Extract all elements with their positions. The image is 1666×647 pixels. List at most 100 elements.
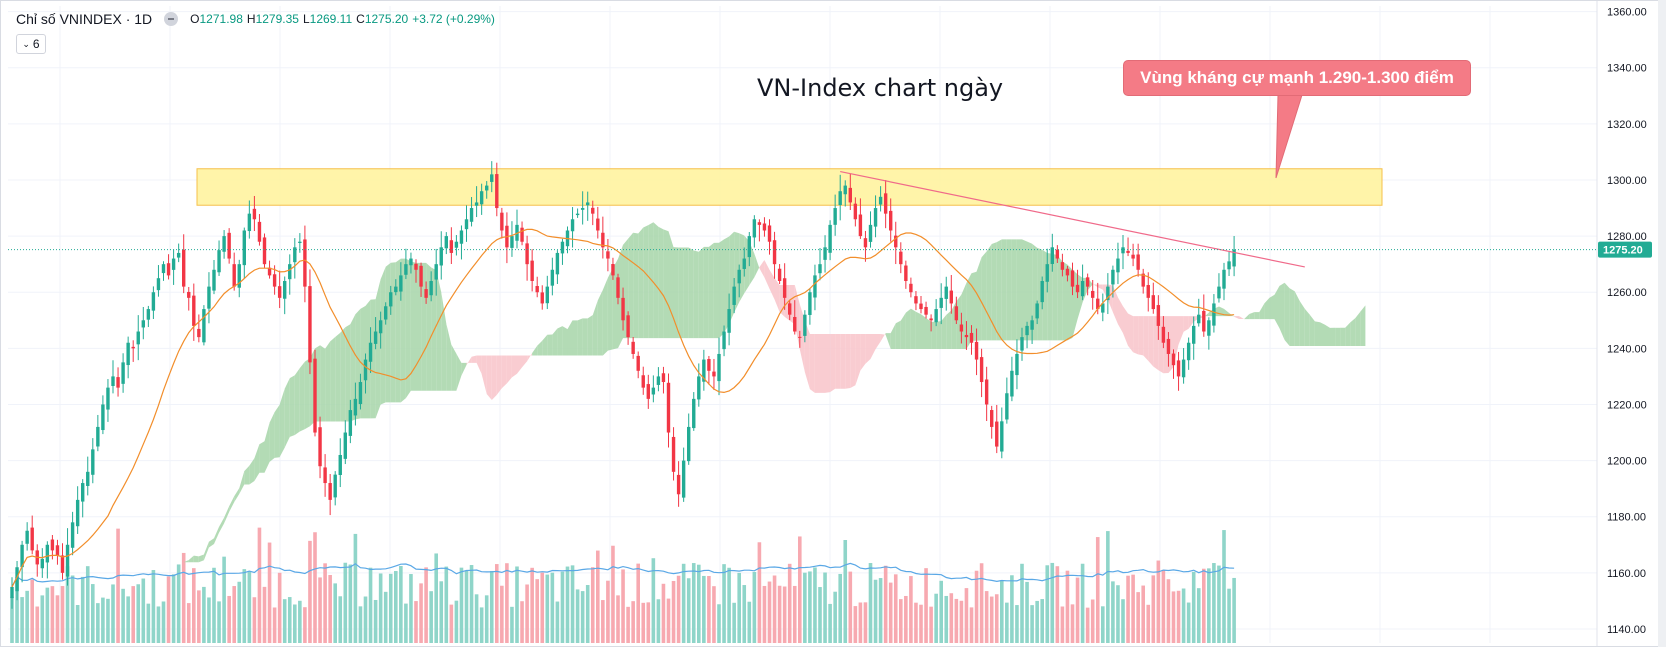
cloud-segment bbox=[703, 246, 709, 339]
cloud-segment bbox=[259, 441, 265, 473]
volume-bar bbox=[540, 572, 545, 643]
cloud-segment bbox=[618, 244, 623, 349]
candle-body bbox=[616, 277, 620, 298]
candle-body bbox=[1060, 262, 1065, 270]
volume-bar bbox=[237, 581, 242, 643]
cloud-segment bbox=[663, 229, 669, 339]
volume-bar bbox=[752, 571, 757, 643]
cloud-segment bbox=[1269, 294, 1275, 320]
candle-body bbox=[687, 426, 691, 462]
volume-bar bbox=[444, 566, 449, 643]
volume-bar bbox=[585, 585, 590, 643]
candle-body bbox=[399, 275, 403, 292]
volume-bar bbox=[1035, 600, 1039, 643]
volume-bar bbox=[75, 605, 80, 643]
candle-body bbox=[909, 283, 913, 293]
volume-bar bbox=[328, 575, 332, 643]
cloud-segment bbox=[860, 334, 866, 371]
candle-body bbox=[434, 264, 438, 280]
volume-bar bbox=[1065, 570, 1070, 643]
candle-body bbox=[722, 331, 726, 350]
cloud-segment bbox=[1027, 241, 1033, 341]
cloud-segment bbox=[628, 232, 634, 339]
candle-body bbox=[389, 292, 393, 307]
volume-bar bbox=[424, 567, 428, 643]
cloud-segment bbox=[1244, 314, 1250, 320]
candle-body bbox=[530, 260, 534, 282]
volume-bar bbox=[848, 571, 853, 643]
cloud-segment bbox=[865, 334, 871, 364]
candle-body bbox=[358, 382, 363, 405]
axis-tick-label: 1160.00 bbox=[1607, 568, 1646, 580]
indicators-toggle-button[interactable]: ⌄ 6 bbox=[16, 34, 46, 54]
cloud-segment bbox=[582, 318, 588, 356]
candle-body bbox=[469, 208, 474, 222]
candle-body bbox=[979, 357, 984, 383]
volume-bar bbox=[969, 607, 974, 643]
candle-body bbox=[1010, 370, 1014, 397]
cloud-segment bbox=[587, 315, 593, 356]
candle-body bbox=[631, 341, 635, 354]
cloud-segment bbox=[1284, 282, 1290, 346]
cloud-segment bbox=[1128, 313, 1134, 353]
volume-bar bbox=[343, 562, 348, 643]
volume-bar bbox=[131, 586, 135, 643]
volume-bar bbox=[1020, 563, 1024, 643]
cloud-segment bbox=[633, 232, 639, 339]
candle-body bbox=[934, 309, 938, 323]
candle-body bbox=[111, 376, 115, 386]
cloud-segment bbox=[436, 270, 442, 391]
candle-body bbox=[803, 314, 807, 336]
volume-bar bbox=[904, 595, 908, 643]
resistance-callout[interactable]: Vùng kháng cự mạnh 1.290-1.300 điểm bbox=[1123, 60, 1471, 96]
volume-bar bbox=[287, 597, 292, 643]
low-label: L bbox=[302, 12, 310, 26]
cloud-segment bbox=[754, 253, 760, 278]
candle-body bbox=[1136, 254, 1140, 270]
cloud-segment bbox=[239, 471, 245, 494]
candle-body bbox=[126, 342, 130, 366]
cloud-segment bbox=[572, 320, 578, 356]
volume-bar bbox=[979, 563, 984, 643]
symbol-title[interactable]: Chỉ số VNINDEX · 1D bbox=[16, 11, 153, 27]
candle-body bbox=[409, 258, 413, 266]
volume-bar bbox=[212, 567, 216, 643]
volume-bar bbox=[1121, 599, 1125, 643]
cloud-segment bbox=[527, 353, 533, 362]
volume-bar bbox=[65, 566, 70, 643]
volume-bar bbox=[171, 574, 176, 643]
cloud-segment bbox=[476, 355, 482, 374]
cloud-segment bbox=[461, 362, 467, 376]
cloud-segment bbox=[1112, 285, 1118, 325]
volume-bar bbox=[469, 565, 474, 643]
cloud-segment bbox=[1097, 284, 1103, 290]
volume-bar bbox=[505, 563, 509, 643]
candle-body bbox=[353, 398, 358, 416]
volume-bar bbox=[141, 578, 146, 643]
axis-tick-label: 1320.00 bbox=[1607, 119, 1647, 131]
volume-bar bbox=[792, 585, 797, 643]
cloud-segment bbox=[774, 278, 780, 312]
candle-body bbox=[596, 218, 600, 231]
cloud-segment bbox=[592, 300, 598, 356]
eye-icon[interactable] bbox=[164, 12, 179, 26]
volume-bar bbox=[899, 599, 903, 643]
volume-bar bbox=[116, 528, 120, 643]
candle-body bbox=[1166, 338, 1171, 354]
cloud-segment bbox=[835, 334, 841, 389]
candle-body bbox=[272, 274, 277, 287]
volume-bar bbox=[1085, 607, 1090, 643]
candle-body bbox=[944, 286, 948, 299]
volume-bar bbox=[565, 566, 570, 643]
cloud-segment bbox=[1229, 312, 1235, 317]
cloud-segment bbox=[809, 334, 815, 393]
cloud-segment bbox=[1314, 321, 1320, 346]
candle-body bbox=[889, 210, 893, 231]
candle-body bbox=[454, 241, 459, 248]
candle-body bbox=[222, 236, 226, 252]
cloud-segment bbox=[400, 258, 406, 403]
volume-bar bbox=[70, 575, 75, 643]
